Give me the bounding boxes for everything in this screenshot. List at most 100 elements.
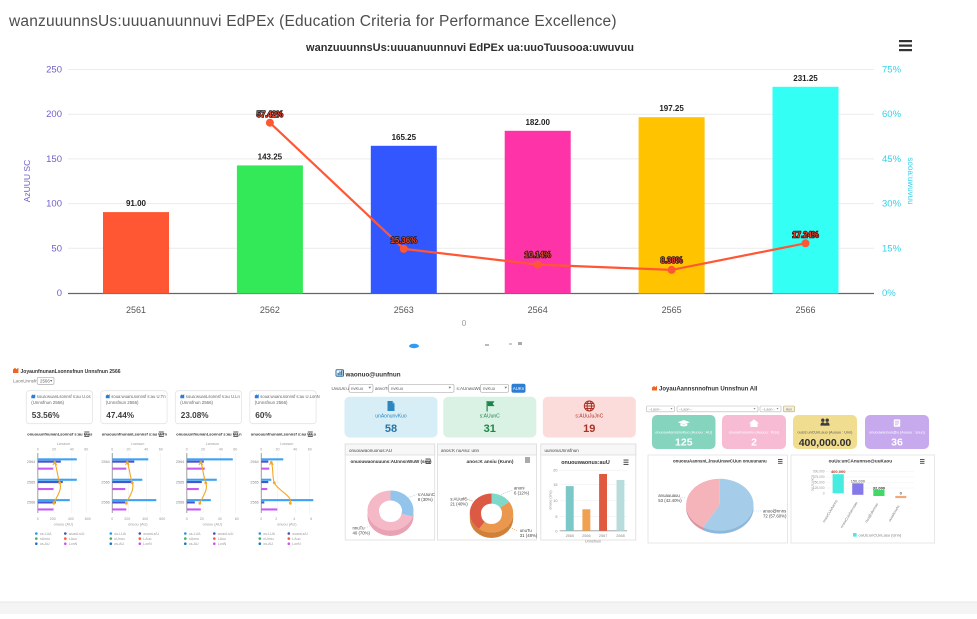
svg-text:2564: 2564 xyxy=(101,460,109,464)
svg-text:onuou (AU): onuou (AU) xyxy=(203,523,223,527)
svg-text:Lwosun: Lwosun xyxy=(131,442,144,446)
svg-text:30%: 30% xyxy=(882,199,902,210)
svg-text:ouUs:unCAnunnso@uuKaou: ouUs:unCAnunnso@uuKaou xyxy=(829,459,893,464)
svg-text:20: 20 xyxy=(276,448,280,452)
svg-text:0: 0 xyxy=(260,517,262,521)
svg-text:Lwosun: Lwosun xyxy=(280,442,293,446)
svg-text:60%: 60% xyxy=(255,411,272,420)
svg-text:0: 0 xyxy=(37,448,39,452)
svg-text:53 (42.40%): 53 (42.40%) xyxy=(658,498,682,503)
svg-text:0: 0 xyxy=(37,517,39,521)
svg-text:UvuUs:uncu: UvuUs:uncu xyxy=(332,386,357,391)
svg-text:os-LUA: os-LUA xyxy=(114,532,126,536)
svg-text:15.36%: 15.36% xyxy=(391,236,418,245)
svg-text:2565: 2565 xyxy=(101,480,109,484)
svg-text:onuouuAannsnvKuo (Auouu : AU): onuouuAannsnvKuo (Auouu : AU) xyxy=(655,431,713,435)
svg-text:s:AUuJuJnC: s:AUuJuJnC xyxy=(575,414,603,420)
svg-text:unuTu: unuTu xyxy=(520,528,533,533)
svg-text:45%: 45% xyxy=(882,154,902,165)
svg-text:2564: 2564 xyxy=(27,460,35,464)
svg-text:15: 15 xyxy=(553,483,557,487)
svg-text:36: 36 xyxy=(891,437,903,449)
svg-text:s:AUunC: s:AUunC xyxy=(450,497,467,502)
svg-text:0: 0 xyxy=(900,491,903,496)
svg-text:60: 60 xyxy=(235,517,239,521)
svg-text:19: 19 xyxy=(583,423,595,435)
svg-text:165.25: 165.25 xyxy=(392,133,417,142)
svg-text:0: 0 xyxy=(462,319,467,328)
svg-text:2566: 2566 xyxy=(40,378,50,383)
svg-text:2565: 2565 xyxy=(662,305,682,315)
svg-text:91.00: 91.00 xyxy=(126,199,147,208)
svg-text:40: 40 xyxy=(70,448,74,452)
svg-text:Lwosun: Lwosun xyxy=(206,442,219,446)
svg-text:LAuo: LAuo xyxy=(292,537,300,541)
svg-text:53.56%: 53.56% xyxy=(32,411,60,420)
svg-text:182.00: 182.00 xyxy=(525,118,550,127)
svg-text:2566: 2566 xyxy=(582,534,590,538)
svg-text:400: 400 xyxy=(142,517,148,521)
svg-text:40: 40 xyxy=(218,517,222,521)
svg-text:31 (48%): 31 (48%) xyxy=(520,533,538,538)
svg-text:15%: 15% xyxy=(882,243,902,254)
svg-text:400: 400 xyxy=(68,517,74,521)
svg-text:10.14%: 10.14% xyxy=(524,251,551,260)
svg-text:os-AU: os-AU xyxy=(263,542,273,546)
svg-text:2565: 2565 xyxy=(250,480,258,484)
svg-text:60%: 60% xyxy=(882,109,902,120)
svg-text:400,000: 400,000 xyxy=(831,469,846,474)
svg-text:onuou (AU): onuou (AU) xyxy=(277,523,297,527)
svg-text:2566: 2566 xyxy=(176,501,184,505)
svg-text:Aun: Aun xyxy=(786,407,792,411)
svg-text:20: 20 xyxy=(52,448,56,452)
svg-text:Unnsfnun: Unnsfnun xyxy=(585,540,601,544)
svg-text:2565: 2565 xyxy=(566,534,574,538)
svg-text:anuauuauu: anuauuauu xyxy=(658,493,680,498)
svg-text:LaonUnnsfnun: LaonUnnsfnun xyxy=(13,379,43,384)
svg-text:nUnnu: nUnnu xyxy=(40,537,50,541)
svg-text:72 (57.60%): 72 (57.60%) xyxy=(763,513,787,518)
svg-text:anos:K ansiu (Kunn): anos:K ansiu (Kunn) xyxy=(467,459,514,465)
svg-text:5: 5 xyxy=(555,515,557,519)
svg-text:125,000: 125,000 xyxy=(813,486,825,490)
svg-text:unAonunvKuo: unAonunvKuo xyxy=(375,414,407,420)
svg-text:2566: 2566 xyxy=(27,501,35,505)
svg-text:0: 0 xyxy=(186,517,188,521)
svg-text:onuouunfnunanLsonnsf s:au U.os: onuouunfnunanLsonnsf s:au U.os xyxy=(27,432,93,437)
svg-text:250: 250 xyxy=(46,65,62,76)
svg-text:0: 0 xyxy=(186,448,188,452)
svg-text:17.24%: 17.24% xyxy=(792,231,819,240)
svg-text:nvKuo: nvKuo xyxy=(351,386,364,391)
svg-text:LAuo: LAuo xyxy=(218,537,226,541)
svg-text:375,000: 375,000 xyxy=(813,475,825,479)
svg-text:onuouunfnunanLsonnsf s:au U.Ln: onuouunfnunanLsonnsf s:au U.Ln xyxy=(176,432,242,437)
svg-text:2563: 2563 xyxy=(394,305,414,315)
svg-text:200: 200 xyxy=(46,109,62,120)
svg-text:60: 60 xyxy=(233,448,237,452)
svg-text:ouUs:unCUnLasu (Unn): ouUs:unCUnLasu (Unn) xyxy=(859,533,902,538)
svg-text:anuo@nnns: anuo@nnns xyxy=(763,508,786,513)
svg-text:40 (70%): 40 (70%) xyxy=(353,531,371,536)
svg-text:s:AUunC: s:AUunC xyxy=(480,414,500,420)
svg-text:wuanLs/U: wuanLs/U xyxy=(292,532,308,536)
svg-text:2561: 2561 xyxy=(126,305,146,315)
svg-text:197.25: 197.25 xyxy=(659,104,684,113)
svg-text:600: 600 xyxy=(159,517,165,521)
svg-text:wanzuuunnsUs:uuuanuunnuvi EdPE: wanzuuunnsUs:uuuanuunnuvi EdPEx (Educati… xyxy=(8,13,617,30)
svg-text:(Unnsfnun 2566): (Unnsfnun 2566) xyxy=(180,400,213,405)
svg-text:500,000: 500,000 xyxy=(813,470,825,474)
svg-text:Lwosun: Lwosun xyxy=(57,442,70,446)
svg-text:47.44%: 47.44% xyxy=(106,411,134,420)
svg-text:20: 20 xyxy=(200,517,204,521)
svg-text:LonN: LonN xyxy=(143,542,152,546)
svg-text:nUnnu: nUnnu xyxy=(263,537,273,541)
svg-text:onuouwaonuuuns:AUnnsnWuW (snu): onuouwaonuuuns:AUnnsnWuW (snu) xyxy=(351,459,432,464)
svg-text:JoyauAannsnnofnun Unnsfnun All: JoyauAannsnnofnun Unnsfnun All xyxy=(659,386,758,392)
svg-text:onuouunfnunanLsonnsf s:au U.Tn: onuouunfnunanLsonnsf s:au U.Tn xyxy=(102,432,168,437)
svg-text:250,000: 250,000 xyxy=(813,481,825,485)
svg-text:60: 60 xyxy=(159,448,163,452)
svg-text:0: 0 xyxy=(823,492,825,496)
svg-text:waonuo@uunfnun: waonuo@uunfnun xyxy=(345,371,401,378)
svg-text:os-AU: os-AU xyxy=(189,542,199,546)
svg-text:onuouuAannsnLJnsuUnswCUun onuu: onuouuAannsnLJnsuUnswCUun onuuunanu xyxy=(673,459,767,464)
